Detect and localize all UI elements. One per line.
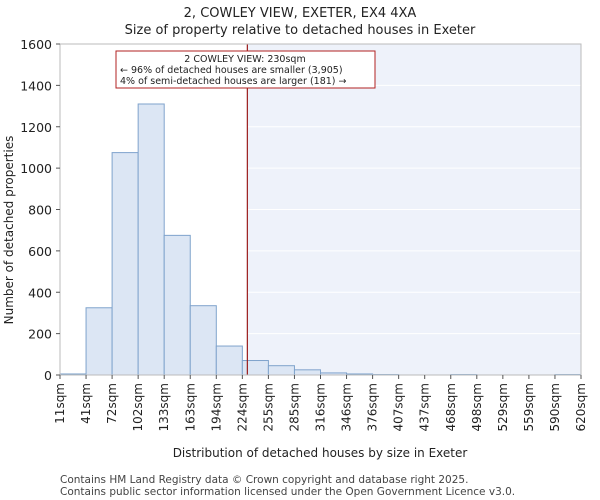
x-tick-label: 468sqm bbox=[444, 383, 458, 431]
annotation-line-3: 4% of semi-detached houses are larger (1… bbox=[120, 76, 347, 87]
bar-41sqm bbox=[85, 307, 113, 376]
x-tick-label: 376sqm bbox=[366, 383, 380, 431]
x-tick-label: 498sqm bbox=[470, 383, 484, 431]
x-tick-label: 529sqm bbox=[496, 383, 510, 431]
chart-subtitle: Size of property relative to detached ho… bbox=[124, 23, 476, 38]
bar-285sqm bbox=[293, 369, 322, 376]
x-tick-label: 590sqm bbox=[548, 383, 562, 431]
y-tick-label: 1000 bbox=[20, 161, 52, 176]
x-tick-label: 316sqm bbox=[314, 383, 328, 431]
x-tick-label: 194sqm bbox=[209, 383, 223, 431]
y-axis-label: Number of detached properties bbox=[2, 136, 16, 325]
y-tick-label: 200 bbox=[28, 327, 52, 342]
footer-line-1: Contains HM Land Registry data © Crown c… bbox=[60, 474, 469, 486]
x-tick-label: 559sqm bbox=[522, 383, 536, 431]
annotation-line-2: ← 96% of detached houses are smaller (3,… bbox=[120, 65, 343, 76]
x-axis-label: Distribution of detached houses by size … bbox=[173, 446, 468, 460]
property-annotation: 2 COWLEY VIEW: 230sqm ← 96% of detached … bbox=[115, 50, 376, 89]
x-tick-label: 133sqm bbox=[157, 383, 171, 431]
bar-255sqm bbox=[267, 365, 295, 376]
x-tick-label: 11sqm bbox=[53, 383, 67, 424]
bar-224sqm bbox=[241, 360, 269, 376]
x-tick-label: 620sqm bbox=[574, 383, 588, 431]
annotation-line-1: 2 COWLEY VIEW: 230sqm bbox=[184, 54, 305, 65]
bar-163sqm bbox=[189, 305, 217, 376]
chart-title: 2, COWLEY VIEW, EXETER, EX4 4XA bbox=[183, 6, 417, 21]
bar-102sqm bbox=[137, 103, 165, 376]
y-tick-label: 0 bbox=[44, 368, 52, 383]
histogram-chart: 0 200 400 600 800 1000 1200 1400 1600 11sqm 41sqm 7… bbox=[2, 37, 588, 460]
bar-72sqm bbox=[111, 152, 139, 376]
bar-133sqm bbox=[163, 234, 191, 376]
x-tick-label: 407sqm bbox=[392, 383, 406, 431]
x-tick-label: 102sqm bbox=[131, 383, 145, 431]
bar-194sqm bbox=[215, 345, 243, 376]
x-tick-label: 437sqm bbox=[418, 383, 432, 431]
y-tick-label: 400 bbox=[28, 285, 52, 300]
x-tick-label: 72sqm bbox=[105, 383, 119, 424]
x-tick-label: 163sqm bbox=[183, 383, 197, 431]
x-tick-label: 224sqm bbox=[235, 383, 249, 431]
x-tick-label: 285sqm bbox=[287, 383, 301, 431]
y-tick-label: 1400 bbox=[20, 78, 52, 93]
x-tick-label: 346sqm bbox=[340, 383, 354, 431]
annotation-box bbox=[115, 50, 376, 89]
y-tick-label: 1200 bbox=[20, 120, 52, 135]
y-tick-label: 600 bbox=[28, 244, 52, 259]
x-tick-label: 255sqm bbox=[261, 383, 275, 431]
footer-line-2: Contains public sector information licen… bbox=[60, 486, 516, 498]
y-tick-label: 1600 bbox=[20, 37, 52, 52]
x-tick-label: 41sqm bbox=[79, 383, 93, 424]
y-tick-label: 800 bbox=[28, 203, 52, 218]
